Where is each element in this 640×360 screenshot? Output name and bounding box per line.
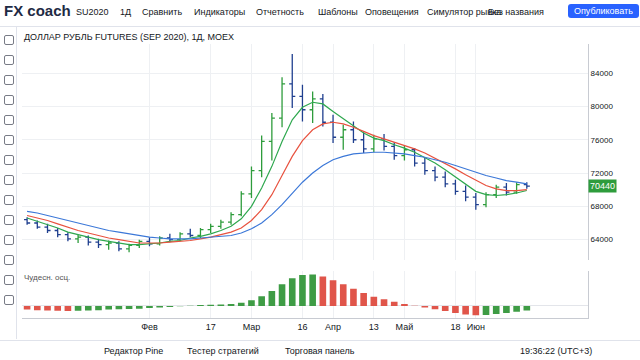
html-text:Шаблоны: Шаблоны	[318, 7, 358, 17]
html-text:Симулятор рынка: Симулятор рынка	[427, 7, 502, 17]
html-text:Торговая панель: Торговая панель	[285, 346, 355, 356]
svg-text:ДОЛЛАР РУБЛЬ FUTURES (SEP 2020: ДОЛЛАР РУБЛЬ FUTURES (SEP 2020), 1Д, MOE…	[24, 32, 234, 42]
svg-text:Фев: Фев	[141, 322, 158, 332]
svg-text:68000: 68000	[591, 202, 614, 211]
svg-text:Мар: Мар	[243, 322, 261, 332]
html-text:Оповещения: Оповещения	[365, 7, 419, 17]
svg-text:80000: 80000	[591, 102, 614, 111]
svg-text:16: 16	[297, 322, 307, 332]
html-text:Отчетность: Отчетность	[256, 7, 304, 17]
svg-text:Чудесн. осц.: Чудесн. осц.	[24, 273, 70, 282]
html-text:1Д: 1Д	[120, 7, 132, 17]
svg-text:17: 17	[206, 322, 216, 332]
svg-text:13: 13	[369, 322, 379, 332]
svg-text:Июн: Июн	[467, 322, 485, 332]
svg-text:Май: Май	[396, 322, 414, 332]
svg-text:64000: 64000	[591, 235, 614, 244]
svg-text:Апр: Апр	[325, 322, 341, 332]
svg-text:72000: 72000	[591, 169, 614, 178]
html-text:Опубликовать: Опубликовать	[574, 6, 633, 16]
html-text:Тестер стратегий: Тестер стратегий	[187, 346, 259, 356]
html-text:Сравнить: Сравнить	[142, 7, 183, 17]
html-text:FX coach SU2020: FX coach SU2020	[4, 2, 109, 19]
html-text:19:36:22 (UTC+3): 19:36:22 (UTC+3)	[520, 346, 593, 356]
html-text:Индикаторы: Индикаторы	[194, 7, 246, 17]
svg-text:84000: 84000	[591, 69, 614, 78]
html-text:Редактор Pine: Редактор Pine	[104, 346, 164, 356]
svg-text:76000: 76000	[591, 136, 614, 145]
svg-text:70440: 70440	[590, 181, 615, 191]
html-text:Без названия: Без названия	[488, 7, 544, 17]
svg-text:18: 18	[450, 322, 460, 332]
